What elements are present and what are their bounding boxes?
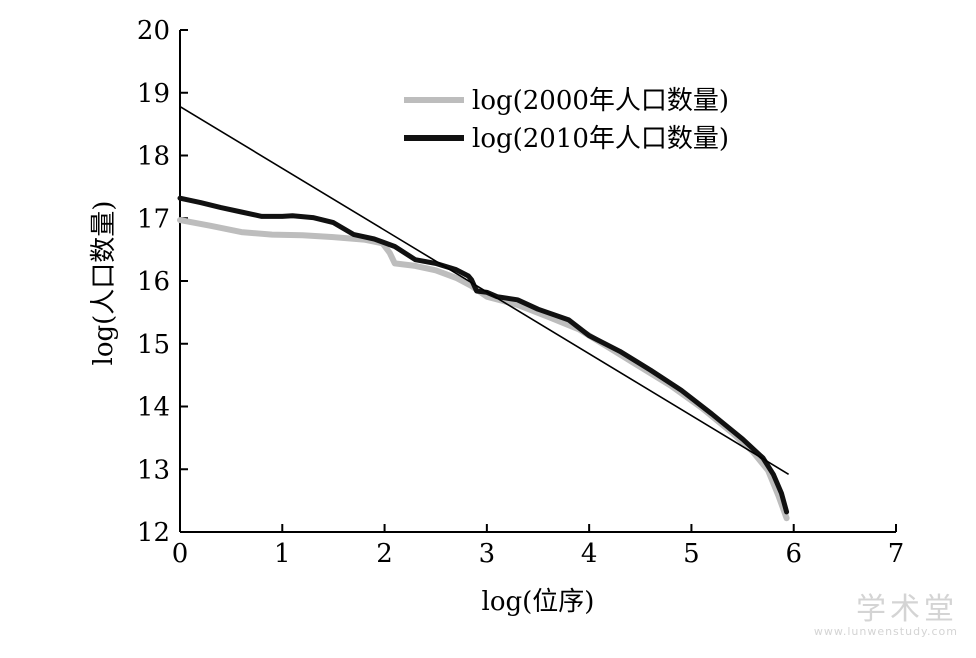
legend-label-2010: log(2010年人口数量) [472, 124, 729, 154]
y-tick-label: 20 [137, 16, 170, 46]
watermark: 学术堂 www.lunwenstudy.com [813, 592, 958, 639]
watermark-url: www.lunwenstudy.com [813, 625, 958, 638]
series-line-2010 [177, 195, 790, 515]
x-tick-label: 2 [376, 539, 393, 569]
y-tick-label: 14 [137, 393, 170, 423]
y-tick-label: 12 [137, 518, 170, 548]
y-tick-label: 19 [137, 79, 170, 109]
y-tick-label: 15 [137, 330, 170, 360]
x-tick-label: 3 [479, 539, 496, 569]
x-tick-label: 0 [172, 539, 189, 569]
y-tick-label: 18 [137, 142, 170, 172]
watermark-logo: 学术堂 [856, 592, 958, 627]
x-tick-label: 1 [274, 539, 291, 569]
legend: log(2000年人口数量) log(2010年人口数量) [404, 86, 729, 154]
series-lines [177, 105, 790, 522]
series-line-2000 [177, 217, 790, 522]
y-tick-label: 16 [137, 267, 170, 297]
y-axis-title: log(人口数量) [89, 201, 119, 366]
y-tick-label: 17 [137, 204, 170, 234]
x-tick-label: 6 [785, 539, 802, 569]
legend-label-2000: log(2000年人口数量) [472, 86, 729, 116]
trend-line [179, 105, 790, 475]
y-tick-label: 13 [137, 455, 170, 485]
x-tick-label: 4 [581, 539, 598, 569]
x-axis-title: log(位序) [482, 587, 595, 617]
x-tick-label: 5 [683, 539, 700, 569]
x-tick-label: 7 [888, 539, 905, 569]
